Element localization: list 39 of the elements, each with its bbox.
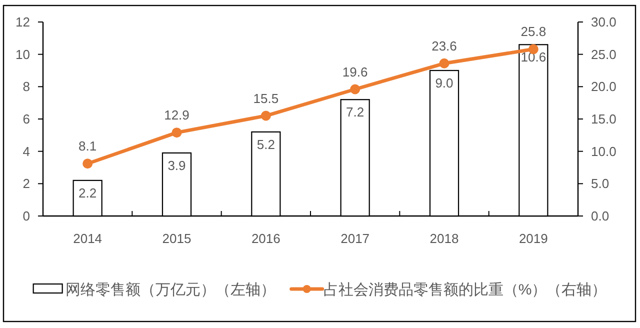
y2-tick-label: 5.0 bbox=[591, 176, 610, 192]
data-label: 25.8 bbox=[520, 24, 546, 40]
data-label: 19.6 bbox=[342, 64, 368, 80]
point bbox=[260, 110, 271, 121]
x-tick-label: 2016 bbox=[251, 231, 280, 246]
point bbox=[439, 58, 450, 68]
y-tick-label: 6 bbox=[22, 112, 30, 126]
data-label: 3.9 bbox=[168, 158, 186, 173]
y2-tick-label: 30.0 bbox=[591, 14, 616, 30]
y2-tick-label: 20.0 bbox=[591, 79, 616, 94]
y-tick-label: 8 bbox=[22, 79, 30, 94]
x-tick-label: 2019 bbox=[518, 231, 548, 246]
data-label: 15.5 bbox=[253, 90, 279, 106]
point bbox=[172, 128, 182, 138]
data-label: 10.6 bbox=[520, 50, 546, 65]
y2-tick-label: 0.0 bbox=[591, 208, 610, 224]
data-label: 5.2 bbox=[256, 136, 275, 152]
y2-tick-label: 10.0 bbox=[591, 144, 616, 159]
y-tick-label: 12 bbox=[16, 14, 30, 30]
y-tick-label: 0 bbox=[22, 208, 30, 224]
legend-label: 占社会消费品零售额的比重（%）（右轴） bbox=[323, 282, 607, 298]
data-label: 9.0 bbox=[435, 76, 454, 90]
x-tick-label: 2014 bbox=[73, 231, 102, 246]
y-tick-label: 10 bbox=[16, 46, 30, 62]
y-tick-label: 2 bbox=[22, 176, 30, 192]
data-label: 12.9 bbox=[164, 108, 190, 123]
x-tick-label: 2017 bbox=[340, 231, 370, 246]
y2-tick-label: 25.0 bbox=[591, 46, 616, 62]
legend-label: 网络零售额（万亿元）（左轴） bbox=[65, 282, 276, 298]
data-label: 7.2 bbox=[346, 104, 364, 120]
x-tick-label: 2015 bbox=[162, 231, 192, 246]
point bbox=[350, 84, 360, 94]
data-label: 8.1 bbox=[78, 138, 97, 154]
data-label: 2.2 bbox=[78, 185, 97, 200]
x-tick-label: 2018 bbox=[430, 231, 459, 246]
y2-tick-label: 15.0 bbox=[591, 112, 616, 126]
point bbox=[82, 158, 93, 169]
y-tick-label: 4 bbox=[22, 144, 30, 159]
data-label: 23.6 bbox=[432, 38, 457, 54]
